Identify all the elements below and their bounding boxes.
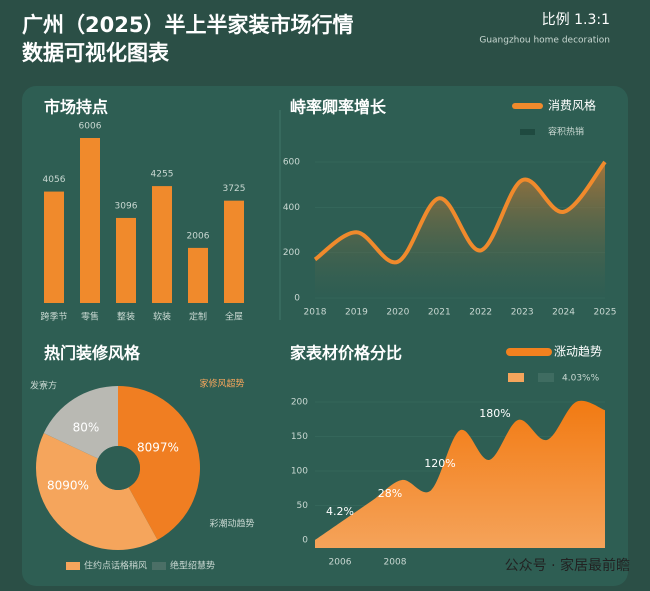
value-label: 2006 <box>187 231 210 241</box>
bar <box>80 138 100 303</box>
legend-label: 住约点话格稍风 <box>84 560 147 572</box>
bar <box>116 217 136 303</box>
bar <box>224 200 244 303</box>
chart-title: 市场持点 <box>44 98 108 117</box>
area <box>315 400 605 548</box>
x-tick-label: 整装 <box>117 311 135 323</box>
line <box>313 160 607 265</box>
legend-label: 4.03%% <box>562 374 600 384</box>
title: 广州（2025）半上半家装市场行情 <box>22 13 353 37</box>
value-label: 3725 <box>223 184 246 194</box>
x-tick-label: 2022 <box>469 308 492 318</box>
ratio: 比例 1.3:1 <box>542 12 610 28</box>
x-tick-label: 2018 <box>304 308 327 318</box>
chart-title: 家表材价格分比 <box>290 344 402 363</box>
legend-swatch <box>508 373 524 382</box>
x-tick-label: 2023 <box>511 308 534 318</box>
annotation: 4.2% <box>326 505 354 518</box>
pie-hole <box>96 446 140 490</box>
y-tick-label: 600 <box>283 158 300 168</box>
x-tick-label: 零售 <box>81 311 99 323</box>
bar <box>188 247 208 303</box>
y-tick-label: 200 <box>291 398 308 408</box>
bar <box>152 186 172 303</box>
y-tick-label: 150 <box>291 432 308 442</box>
annotation: 120% <box>424 457 455 470</box>
x-tick-label: 软装 <box>153 311 171 323</box>
legend-label: 消费风格 <box>548 98 596 113</box>
x-tick-label: 2008 <box>384 558 407 568</box>
x-tick-label: 全屋 <box>225 311 243 323</box>
pie-slice <box>35 433 158 550</box>
x-tick-label: 2020 <box>386 308 409 318</box>
ratio-note: Guangzhou home decoration <box>479 36 610 46</box>
y-tick-label: 200 <box>283 248 300 258</box>
pie-slice <box>43 385 118 459</box>
value-label: 6006 <box>79 122 102 132</box>
line-area <box>315 162 605 298</box>
legend-label: 涨动趋势 <box>554 344 602 359</box>
legend-label: 绝型绍慧势 <box>170 560 215 572</box>
x-tick-label: 2025 <box>594 308 617 318</box>
chart-title: 热门装修风格 <box>44 344 141 363</box>
y-tick-label: 0 <box>294 294 300 304</box>
legend-swatch <box>66 562 80 570</box>
pie-slice <box>118 386 201 540</box>
callout: 彩潮动趋势 <box>209 518 254 530</box>
chart-title: 峙率卿率增长 <box>290 98 387 117</box>
slice-label: 80% <box>73 421 100 435</box>
slice-label: 8090% <box>47 479 89 493</box>
y-tick-label: 400 <box>283 203 300 213</box>
x-tick-label: 2006 <box>329 558 352 568</box>
x-tick-label: 2021 <box>428 308 451 318</box>
legend-label: 容积热销 <box>548 126 584 138</box>
y-tick-label: 100 <box>291 467 308 477</box>
value-label: 4056 <box>43 175 66 185</box>
callout: 发寮方 <box>30 380 57 392</box>
callout: 家修风超势 <box>199 378 244 390</box>
annotation: 28% <box>378 487 402 500</box>
x-tick-label: 跨季节 <box>40 311 67 323</box>
x-tick-label: 2019 <box>345 308 368 318</box>
value-label: 4255 <box>151 170 174 180</box>
legend-swatch <box>152 562 166 570</box>
legend-swatch <box>538 373 554 382</box>
watermark: 公众号 · 家居最前瞻 <box>505 557 630 574</box>
value-label: 3096 <box>115 201 138 211</box>
y-tick-label: 0 <box>302 536 308 546</box>
y-tick-label: 50 <box>297 501 309 511</box>
x-tick-label: 2024 <box>552 308 575 318</box>
title: 数据可视化图表 <box>22 41 170 65</box>
slice-label: 8097% <box>137 441 179 455</box>
bar <box>44 191 64 303</box>
x-tick-label: 定制 <box>189 311 207 323</box>
annotation: 180% <box>479 407 510 420</box>
